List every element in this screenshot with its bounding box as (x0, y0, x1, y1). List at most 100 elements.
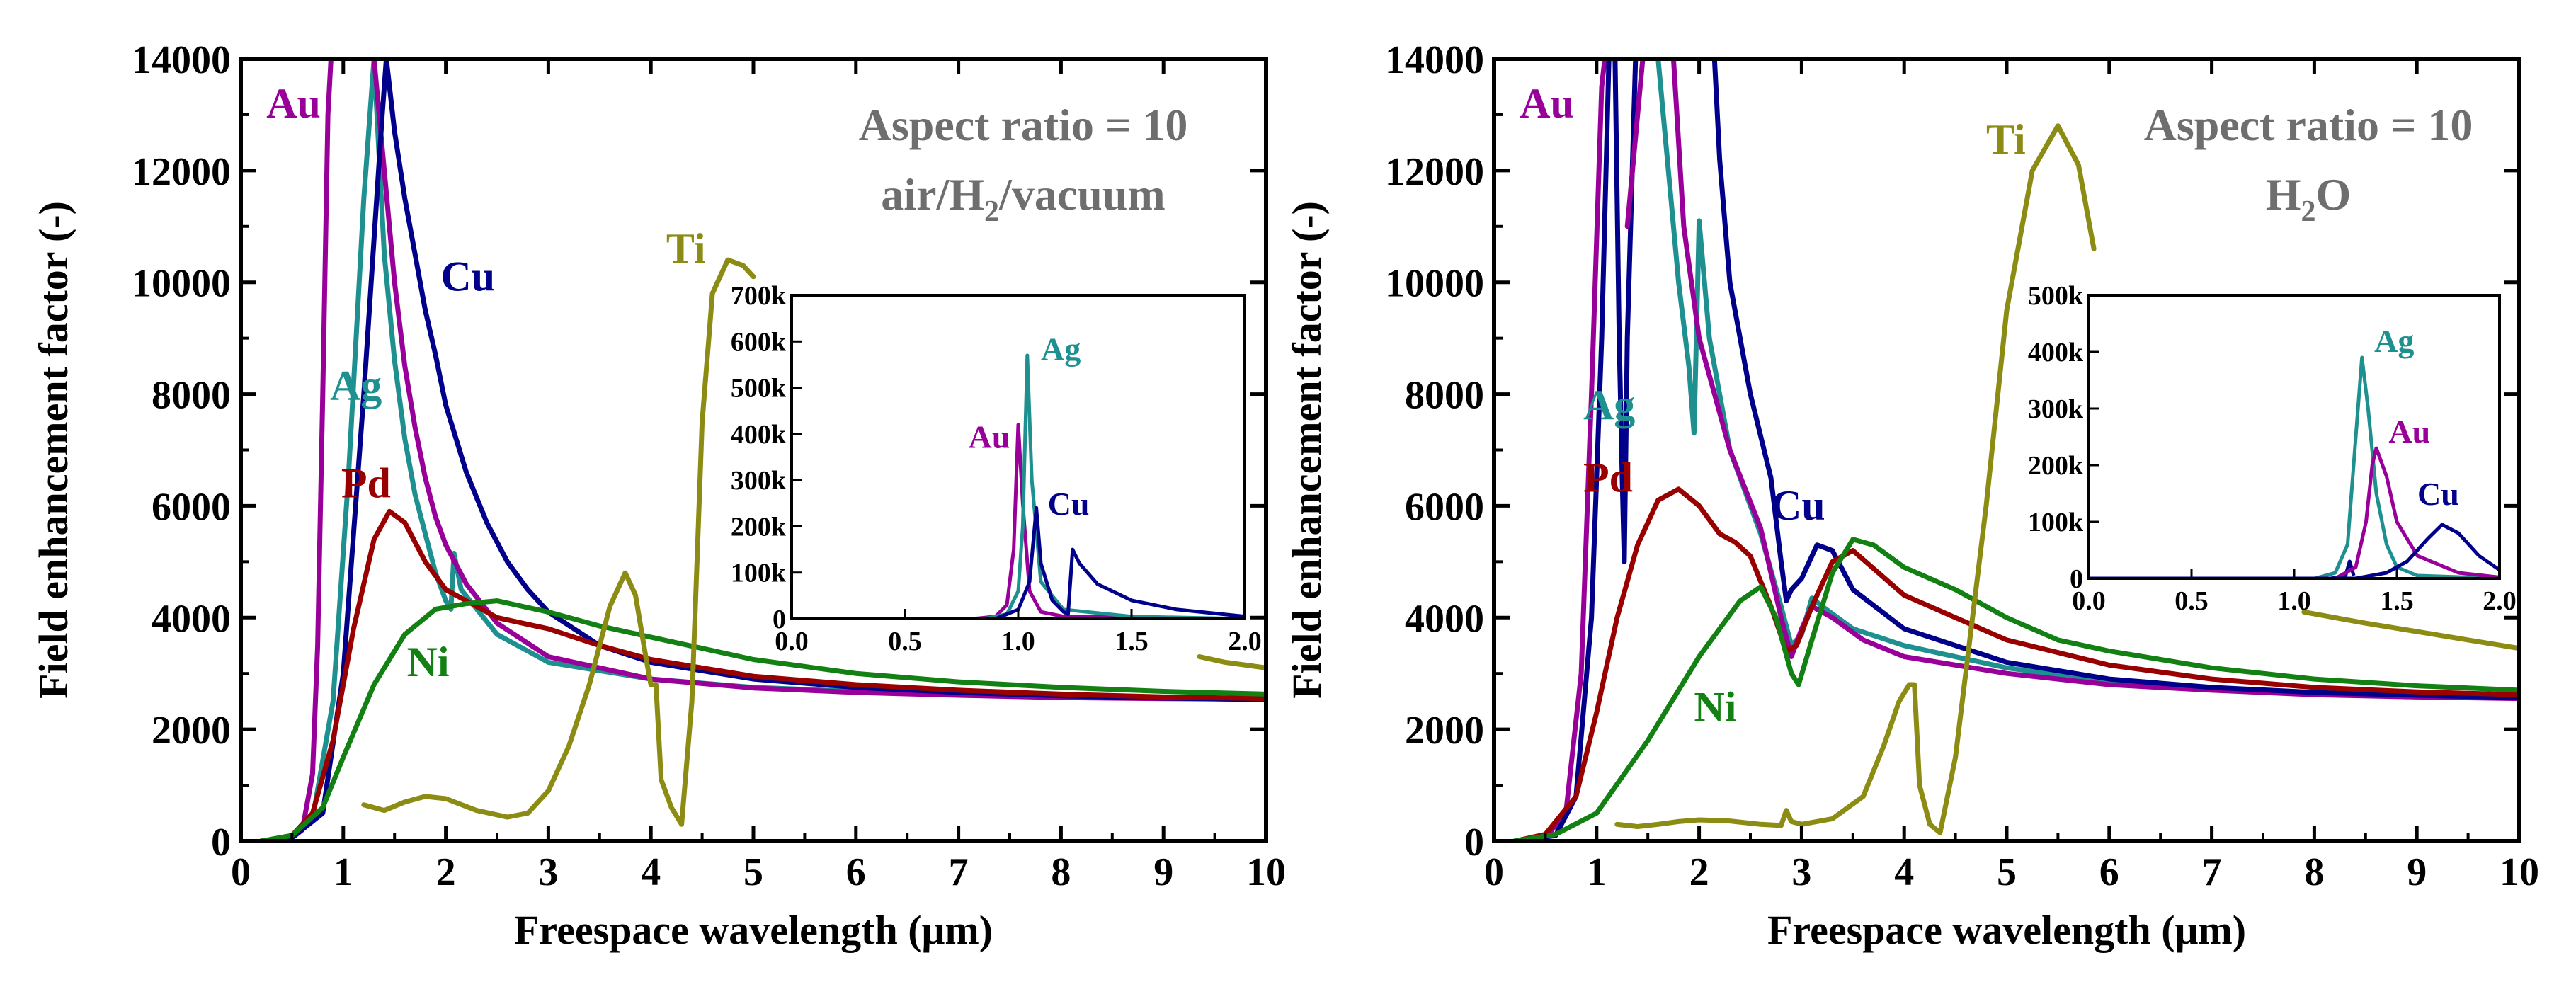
inset-series-label-ag: Ag (2374, 323, 2414, 359)
inset-y-tick-label: 0 (773, 605, 786, 634)
x-tick-label: 7 (2202, 850, 2222, 894)
x-tick-label: 3 (1791, 850, 1811, 894)
x-tick-label: 2 (436, 850, 456, 894)
annotation-line-1: Aspect ratio = 10 (859, 100, 1188, 150)
inset-series-label-au: Au (2388, 413, 2430, 450)
y-tick-label: 10000 (132, 262, 231, 306)
inset-x-tick-label: 1.5 (1115, 627, 1149, 656)
annotation-subscript: 2 (2301, 195, 2316, 228)
series-label-au: Au (266, 80, 321, 127)
x-tick-label: 10 (1246, 850, 1286, 894)
inset-x-tick-label: 0.0 (2072, 586, 2106, 616)
series-label-ti: Ti (666, 225, 706, 272)
inset-y-tick-label: 200k (731, 512, 787, 542)
x-tick-label: 8 (1051, 850, 1071, 894)
inset-x-tick-label: 0.5 (888, 627, 922, 656)
y-tick-label: 4000 (152, 597, 231, 641)
x-tick-label: 8 (2304, 850, 2324, 894)
series-group (258, 59, 1266, 841)
x-tick-label: 6 (846, 850, 866, 894)
y-tick-label: 6000 (152, 485, 231, 529)
inset-x-tick-label: 2.0 (2483, 586, 2517, 616)
inset: 0.0 0.5 1.0 1.5 2.0 0 100k 200k 300k 400k 500k 600k… (731, 281, 1262, 656)
inset-y-tick-label: 700k (731, 281, 787, 311)
series-label-pd: Pd (341, 460, 391, 507)
x-axis-title: Freespace wavelength (μm) (1767, 907, 2246, 953)
series-label-ag: Ag (330, 362, 382, 409)
inset-y-tick-label: 100k (2028, 508, 2084, 537)
inset-y-tick-label: 600k (731, 327, 787, 357)
y-tick-label: 0 (211, 821, 231, 864)
series-line-ti (1614, 123, 2097, 835)
inset-y-tick-label: 500k (731, 374, 787, 404)
inset-series-label-cu: Cu (1048, 486, 1090, 522)
annotation-subscript: 2 (984, 195, 999, 228)
y-axis-title: Field enhancement factor (-) (30, 201, 76, 699)
inset-y-tick-label: 0 (2070, 564, 2083, 594)
inset-x-tick-label: 2.0 (1228, 627, 1262, 656)
inset-x-tick-label: 0.0 (775, 627, 809, 656)
y-tick-label: 0 (1464, 821, 1484, 864)
annotation-text: H (2266, 169, 2301, 219)
x-tick-label: 9 (1153, 850, 1173, 894)
series-group (1512, 59, 2519, 841)
series-line-ti (361, 257, 756, 827)
y-tick-label: 6000 (1405, 485, 1484, 529)
series-label-pd: Pd (1583, 455, 1633, 501)
inset-y-tick-label: 300k (731, 466, 787, 496)
series-label-ag: Ag (1583, 382, 1635, 428)
series-label-au: Au (1520, 80, 1574, 127)
series-label-cu: Cu (1771, 482, 1825, 529)
inset-x-tick-label: 1.0 (1001, 627, 1035, 656)
x-tick-label: 1 (334, 850, 353, 894)
annotation-text: O (2316, 169, 2352, 219)
inset-series-line-ag (2089, 355, 2500, 578)
inset-y-tick-label: 400k (731, 420, 787, 450)
y-tick-label: 14000 (1385, 38, 1484, 82)
series-line-ti-tail (1197, 654, 1266, 670)
x-tick-label: 9 (2407, 850, 2427, 894)
series-label-cu: Cu (440, 253, 495, 300)
series-line-ti-tail (2301, 609, 2519, 651)
x-tick-label: 1 (1587, 850, 1607, 894)
inset-background (2089, 295, 2500, 578)
annotation-text: air/H (881, 169, 984, 219)
inset-y-tick-label: 100k (731, 559, 787, 588)
inset-series-label-au: Au (969, 418, 1010, 455)
panel-0: 0 1 2 3 4 5 6 7 8 9 10 0 2000 4000 6000 8000 10000 12000 1… (30, 38, 1286, 953)
x-tick-label: 4 (1894, 850, 1914, 894)
x-tick-label: 3 (538, 850, 558, 894)
x-axis-title: Freespace wavelength (μm) (514, 907, 993, 953)
inset-series-line-cu (2089, 523, 2500, 578)
inset-series-group (2089, 355, 2500, 578)
y-axis-title: Field enhancement factor (-) (1284, 201, 1330, 699)
series-label-ni: Ni (1694, 683, 1736, 730)
x-tick-label: 5 (1997, 850, 2017, 894)
series-line-cu-b (1612, 59, 1639, 564)
x-tick-label: 2 (1689, 850, 1709, 894)
annotation-text: /vacuum (998, 169, 1166, 219)
annotation-line-1: Aspect ratio = 10 (2144, 100, 2473, 150)
y-tick-label: 2000 (152, 709, 231, 753)
inset: 0.0 0.5 1.0 1.5 2.0 0 100k 200k 300k 400k 500k Ag Au… (2028, 281, 2517, 616)
x-tick-label: 4 (641, 850, 661, 894)
annotation-line-2: H2O (2266, 169, 2352, 228)
y-tick-label: 12000 (132, 150, 231, 194)
series-line-au (1512, 59, 1607, 841)
y-tick-label: 8000 (1405, 374, 1484, 418)
x-tick-label: 7 (949, 850, 969, 894)
series-line-ni (1512, 537, 2519, 841)
series-line-cu-c (1711, 59, 2519, 700)
inset-y-tick-label: 200k (2028, 451, 2084, 481)
series-line-ni (258, 598, 1266, 841)
y-tick-label: 14000 (132, 38, 231, 82)
inset-y-tick-label: 400k (2028, 338, 2084, 367)
x-tick-label: 6 (2099, 850, 2119, 894)
series-label-ti: Ti (1986, 116, 2026, 163)
inset-x-tick-label: 0.5 (2175, 586, 2209, 616)
inset-x-tick-label: 1.0 (2277, 586, 2311, 616)
y-tick-label: 4000 (1405, 597, 1484, 641)
y-tick-label: 12000 (1385, 150, 1484, 194)
inset-x-tick-label: 1.5 (2380, 586, 2414, 616)
